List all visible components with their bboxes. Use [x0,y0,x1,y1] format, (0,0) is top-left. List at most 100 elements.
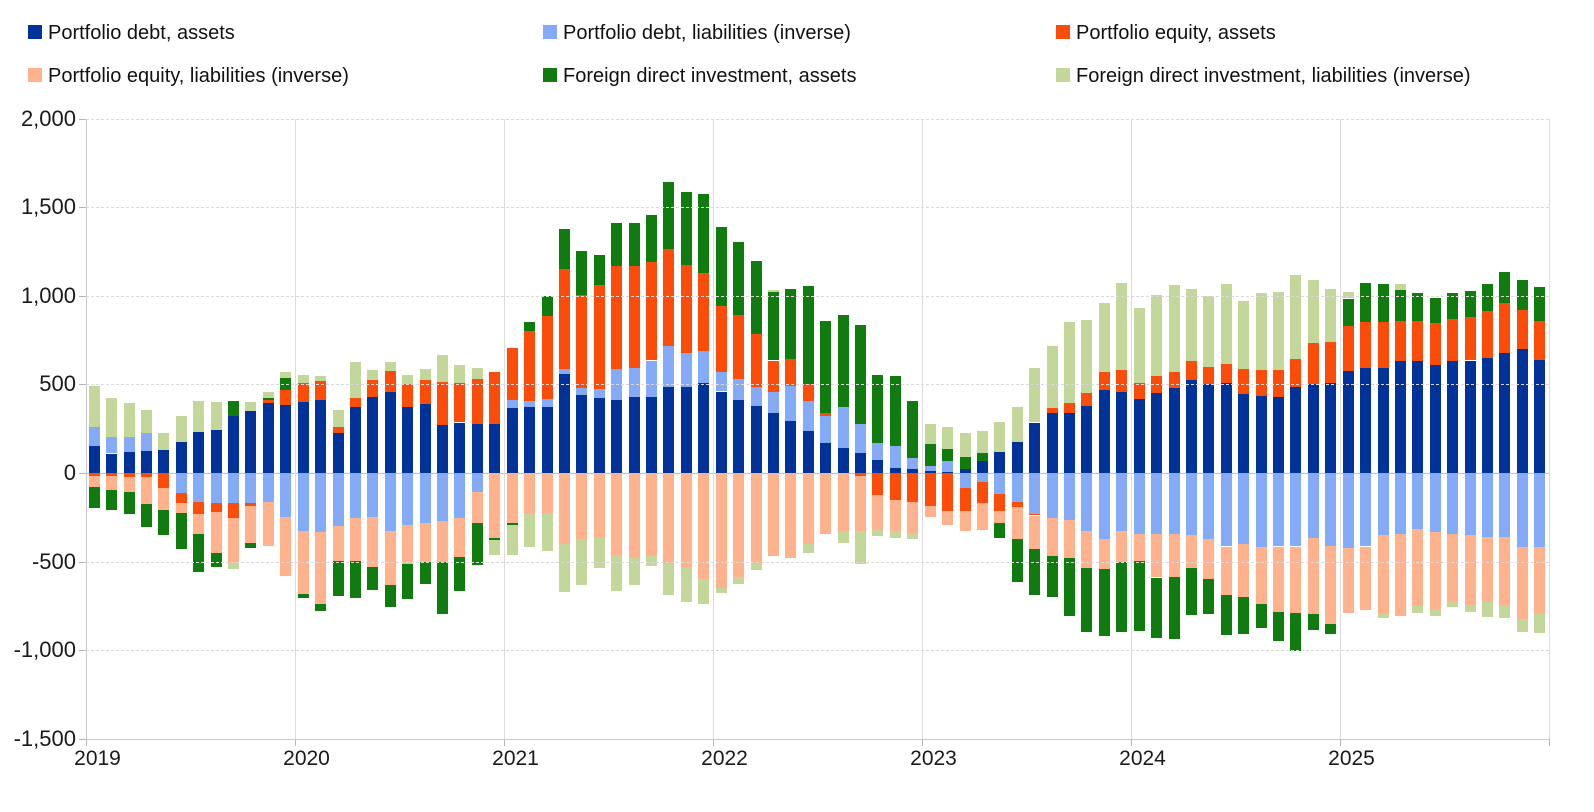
x-axis-label: 2024 [1119,747,1166,770]
bar-segment [210,472,222,504]
bar-segment [1342,472,1354,549]
bar-segment [1394,289,1406,321]
bar-segment [558,373,570,473]
bar-segment [541,513,553,551]
bar-segment [1290,358,1302,388]
bar-segment [1534,472,1546,548]
bar-segment [1307,613,1319,630]
bar-segment [1168,372,1180,388]
bar-segment [1046,472,1058,519]
bar-segment [1168,534,1180,577]
bar-segment [1203,384,1215,473]
bar-segment [541,316,553,400]
bar-segment [767,360,779,393]
bar-segment [1534,359,1546,473]
bar-segment [785,358,797,387]
bar-segment [210,402,222,431]
bar-segment [959,511,971,531]
bar-segment [1342,325,1354,372]
bar-segment [1273,612,1285,642]
bar-segment [367,566,379,590]
legend-swatch-icon [543,68,557,82]
h-gridline [85,738,1549,740]
bar-segment [872,442,884,460]
bar-segment [471,379,483,425]
year-gridline [921,118,923,739]
bar-segment [1133,382,1145,400]
bar-segment [698,472,710,580]
bar-segment [123,472,135,477]
bar-segment [88,472,100,476]
bar-segment [1429,532,1441,611]
bar-segment [646,360,658,397]
bar-segment [384,371,396,393]
bar-segment [349,472,361,519]
bar-segment [1081,319,1093,394]
zero-axis-line [85,472,1549,474]
bar-segment [646,262,658,361]
x-axis-tick [1548,738,1550,746]
bar-segment [558,543,570,592]
bar-segment [1029,515,1041,550]
bar-segment [1238,543,1250,597]
bar-segment [750,472,762,564]
bar-segment [872,472,884,496]
bar-segment [1307,384,1319,473]
bar-segment [280,472,292,518]
bar-segment [1011,539,1023,582]
bar-segment [1377,472,1389,535]
bar-segment [907,502,919,534]
h-gridline [85,295,1549,297]
bar-segment [889,467,901,473]
bar-segment [1447,293,1459,319]
bar-segment [1220,472,1232,547]
bar-segment [1464,604,1476,613]
bar-segment [942,511,954,526]
bar-segment [1482,357,1494,473]
bar-segment [1429,364,1441,473]
bar-segment [1203,539,1215,580]
bar-segment [123,492,135,514]
bar-segment [855,531,867,565]
bar-segment [471,472,483,492]
y-axis-label: 2,000 [20,105,76,131]
legend-label: Portfolio debt, liabilities (inverse) [563,22,851,44]
bar-segment [1516,310,1528,349]
bar-segment [994,451,1006,473]
bar-segment [1342,548,1354,613]
bar-segment [1203,472,1215,540]
bar-segment [123,403,135,437]
bar-segment [1185,361,1197,380]
bar-segment [837,448,849,473]
bar-segment [489,372,501,425]
bar-segment [646,215,658,263]
bar-segment [698,193,710,273]
bar-segment [976,461,988,473]
bar-segment [88,386,100,427]
bar-segment [1255,395,1267,473]
bar-segment [454,518,466,558]
bar-segment [1412,472,1424,529]
bar-segment [750,405,762,473]
bar-segment [245,503,257,506]
bar-segment [1394,284,1406,290]
bar-segment [454,364,466,383]
bar-segment [1273,396,1285,473]
bar-segment [1307,472,1319,538]
bar-segment [1185,288,1197,362]
legend-swatch-icon [1056,68,1070,82]
bar-segment [1255,472,1267,548]
year-gridline [294,118,296,739]
bar-segment [1534,613,1546,634]
bar-segment [1238,301,1250,370]
bar-segment [1482,310,1494,358]
bar-segment [524,513,536,548]
bar-segment [1447,318,1459,362]
bar-segment [1255,547,1267,605]
bar-segment [193,534,205,573]
bar-segment [820,416,832,443]
bar-segment [646,396,658,473]
bar-segment [837,532,849,543]
bar-segment [959,488,971,512]
bar-segment [889,530,901,538]
